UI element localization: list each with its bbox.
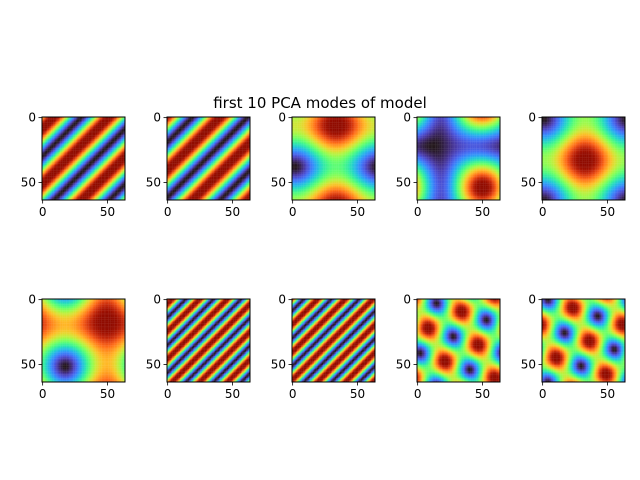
y-tick-label: 0 <box>528 111 536 125</box>
x-tick-label: 0 <box>164 387 172 401</box>
x-tick-label: 50 <box>225 205 240 219</box>
y-tick-label: 50 <box>396 175 411 189</box>
y-tick-label: 50 <box>146 175 161 189</box>
pca-mode-panel-1: 0 0 50 50 <box>21 111 126 219</box>
heatmap-cells-mode-1 <box>42 117 126 201</box>
x-tick-label: 0 <box>539 387 547 401</box>
pca-mode-panel-9: 0 0 50 50 <box>396 293 501 401</box>
figure-title: first 10 PCA modes of model <box>213 94 427 112</box>
x-tick-label: 0 <box>414 387 422 401</box>
x-tick-label: 0 <box>39 387 47 401</box>
pca-mode-panel-7: 0 0 50 50 <box>146 293 251 401</box>
x-tick-label: 50 <box>100 205 115 219</box>
pca-mode-panel-5: 0 0 50 50 <box>521 111 626 219</box>
heatmap-cells-mode-2 <box>167 117 251 201</box>
heatmap-cells-mode-10 <box>542 299 626 383</box>
x-tick-label: 0 <box>164 205 172 219</box>
axes-frame <box>416 116 501 201</box>
y-tick-label: 0 <box>403 293 411 307</box>
pca-mode-panel-4: 0 0 50 50 <box>396 111 501 219</box>
axes-frame <box>291 298 376 383</box>
axes-frame <box>541 116 626 201</box>
axes-frame <box>291 116 376 201</box>
y-tick-label: 50 <box>21 357 36 371</box>
y-tick-label: 0 <box>403 111 411 125</box>
axes-frame <box>166 116 251 201</box>
y-tick-label: 50 <box>271 175 286 189</box>
pca-mode-panel-10: 0 0 50 50 <box>521 293 626 401</box>
heatmap-cells-mode-8 <box>292 299 376 383</box>
x-tick-label: 50 <box>225 387 240 401</box>
pca-mode-panel-3: 0 0 50 50 <box>271 111 376 219</box>
y-tick-label: 0 <box>278 111 286 125</box>
pca-mode-panel-6: 0 0 50 50 <box>21 293 126 401</box>
pca-mode-panel-2: 0 0 50 50 <box>146 111 251 219</box>
x-tick-label: 50 <box>350 387 365 401</box>
pca-mode-panel-8: 0 0 50 50 <box>271 293 376 401</box>
y-tick-label: 50 <box>146 357 161 371</box>
axes-frame <box>541 298 626 383</box>
x-tick-label: 0 <box>289 387 297 401</box>
axes-frame <box>416 298 501 383</box>
x-tick-label: 0 <box>539 205 547 219</box>
x-tick-label: 0 <box>414 205 422 219</box>
y-tick-label: 50 <box>521 175 536 189</box>
y-tick-label: 0 <box>278 293 286 307</box>
heatmap-cells-mode-9 <box>417 299 501 383</box>
x-tick-label: 50 <box>600 205 615 219</box>
heatmap-cells-mode-3 <box>292 117 376 201</box>
x-tick-label: 50 <box>475 387 490 401</box>
heatmap-cells-mode-7 <box>167 299 251 383</box>
y-tick-label: 0 <box>528 293 536 307</box>
y-tick-label: 50 <box>21 175 36 189</box>
axes-frame <box>166 298 251 383</box>
y-tick-label: 0 <box>28 111 36 125</box>
heatmap-cells-mode-5 <box>542 117 626 201</box>
y-tick-label: 0 <box>28 293 36 307</box>
y-tick-label: 50 <box>396 357 411 371</box>
x-tick-label: 50 <box>600 387 615 401</box>
heatmap-cells-mode-6 <box>42 299 126 383</box>
axes-frame <box>41 298 126 383</box>
panels-grid: 0 0 50 50 0 0 50 50 0 0 50 50 0 0 50 50 0 0 50 50 0 0 50 50 0 0 50… <box>21 111 626 401</box>
x-tick-label: 50 <box>100 387 115 401</box>
x-tick-label: 50 <box>475 205 490 219</box>
y-tick-label: 0 <box>153 293 161 307</box>
axes-frame <box>41 116 126 201</box>
y-tick-label: 0 <box>153 111 161 125</box>
heatmap-cells-mode-4 <box>417 117 501 201</box>
y-tick-label: 50 <box>521 357 536 371</box>
x-tick-label: 50 <box>350 205 365 219</box>
y-tick-label: 50 <box>271 357 286 371</box>
x-tick-label: 0 <box>289 205 297 219</box>
x-tick-label: 0 <box>39 205 47 219</box>
